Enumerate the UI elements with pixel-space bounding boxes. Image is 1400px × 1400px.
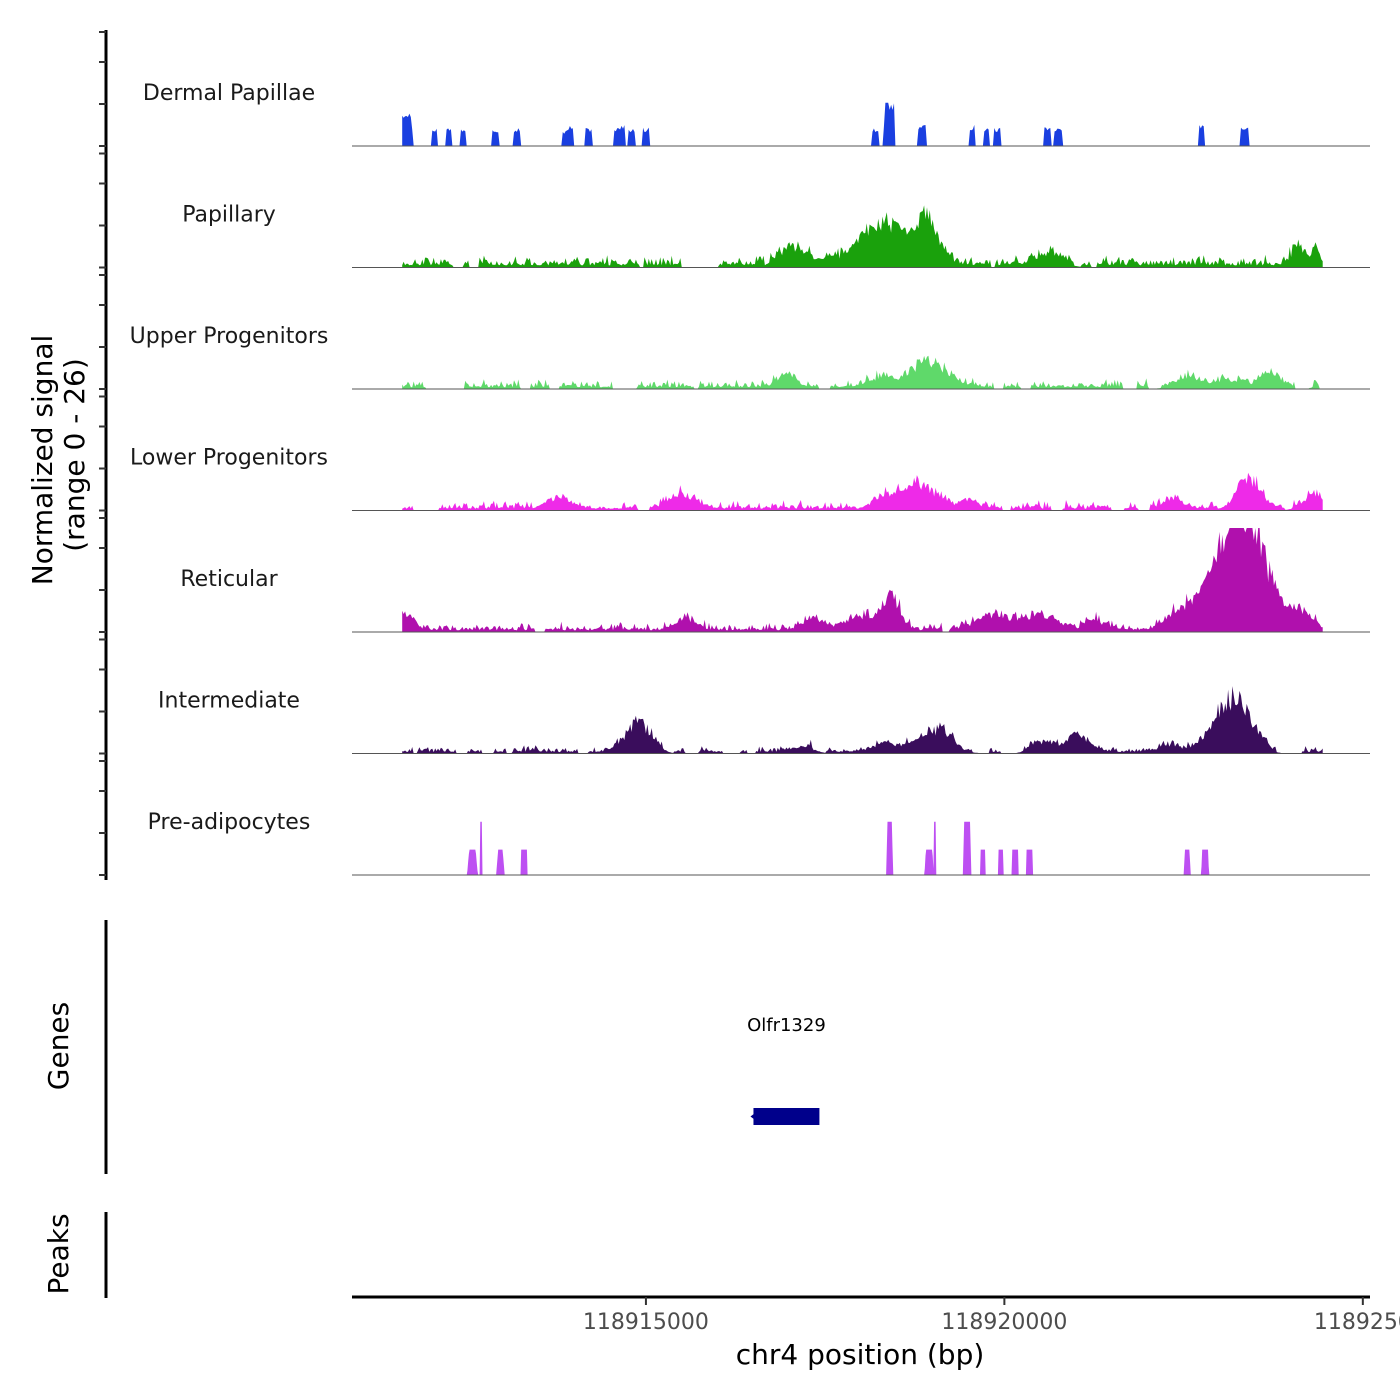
track-papillary: Papillary	[182, 203, 1370, 268]
coverage-area-upper-progenitors	[402, 355, 1323, 389]
track-dermal-papillae: Dermal Papillae	[143, 81, 1370, 147]
track-lower-progenitors: Lower Progenitors	[130, 446, 1370, 511]
coverage-area-papillary	[402, 205, 1323, 268]
track-label-dermal-papillae: Dermal Papillae	[143, 81, 315, 106]
track-label-reticular: Reticular	[180, 567, 278, 592]
track-label-papillary: Papillary	[182, 203, 276, 228]
y-axis-title-line1: Normalized signal	[26, 335, 59, 586]
genes-panel-title: Genes	[42, 1002, 75, 1090]
coverage-area-pre-adipocytes	[402, 821, 1324, 875]
track-label-pre-adipocytes: Pre-adipocytes	[148, 810, 311, 835]
y-axis-title-line2: (range 0 - 26)	[58, 358, 91, 552]
x-axis-ticks: 118915000 118920000 1189250	[583, 1297, 1400, 1335]
track-label-upper-progenitors: Upper Progenitors	[130, 324, 329, 349]
gene-label: Olfr1329	[747, 1015, 826, 1036]
coverage-tracks: Dermal Papillae Papillary Upper Progenitor…	[130, 81, 1370, 876]
track-label-intermediate: Intermediate	[158, 689, 300, 714]
gene-annotations: Olfr1329	[747, 1015, 826, 1125]
track-pre-adipocytes: Pre-adipocytes	[148, 810, 1370, 876]
coverage-area-reticular	[402, 528, 1323, 632]
coverage-area-lower-progenitors	[402, 472, 1323, 511]
coverage-y-ticks	[99, 31, 106, 876]
track-label-lower-progenitors: Lower Progenitors	[130, 446, 328, 471]
peaks-panel-title: Peaks	[42, 1213, 75, 1294]
x-tick-label: 118915000	[583, 1310, 709, 1335]
track-intermediate: Intermediate	[158, 686, 1370, 754]
gene-strand-arrow	[750, 1112, 757, 1121]
coverage-area-intermediate	[402, 686, 1323, 754]
coverage-area-dermal-papillae	[402, 102, 1323, 146]
x-axis-title: chr4 position (bp)	[736, 1338, 985, 1371]
x-tick-label: 118920000	[941, 1310, 1067, 1335]
track-upper-progenitors: Upper Progenitors	[130, 324, 1370, 390]
track-reticular: Reticular	[180, 528, 1370, 633]
x-tick-label: 1189250	[1314, 1310, 1400, 1335]
gene-body	[753, 1108, 820, 1125]
